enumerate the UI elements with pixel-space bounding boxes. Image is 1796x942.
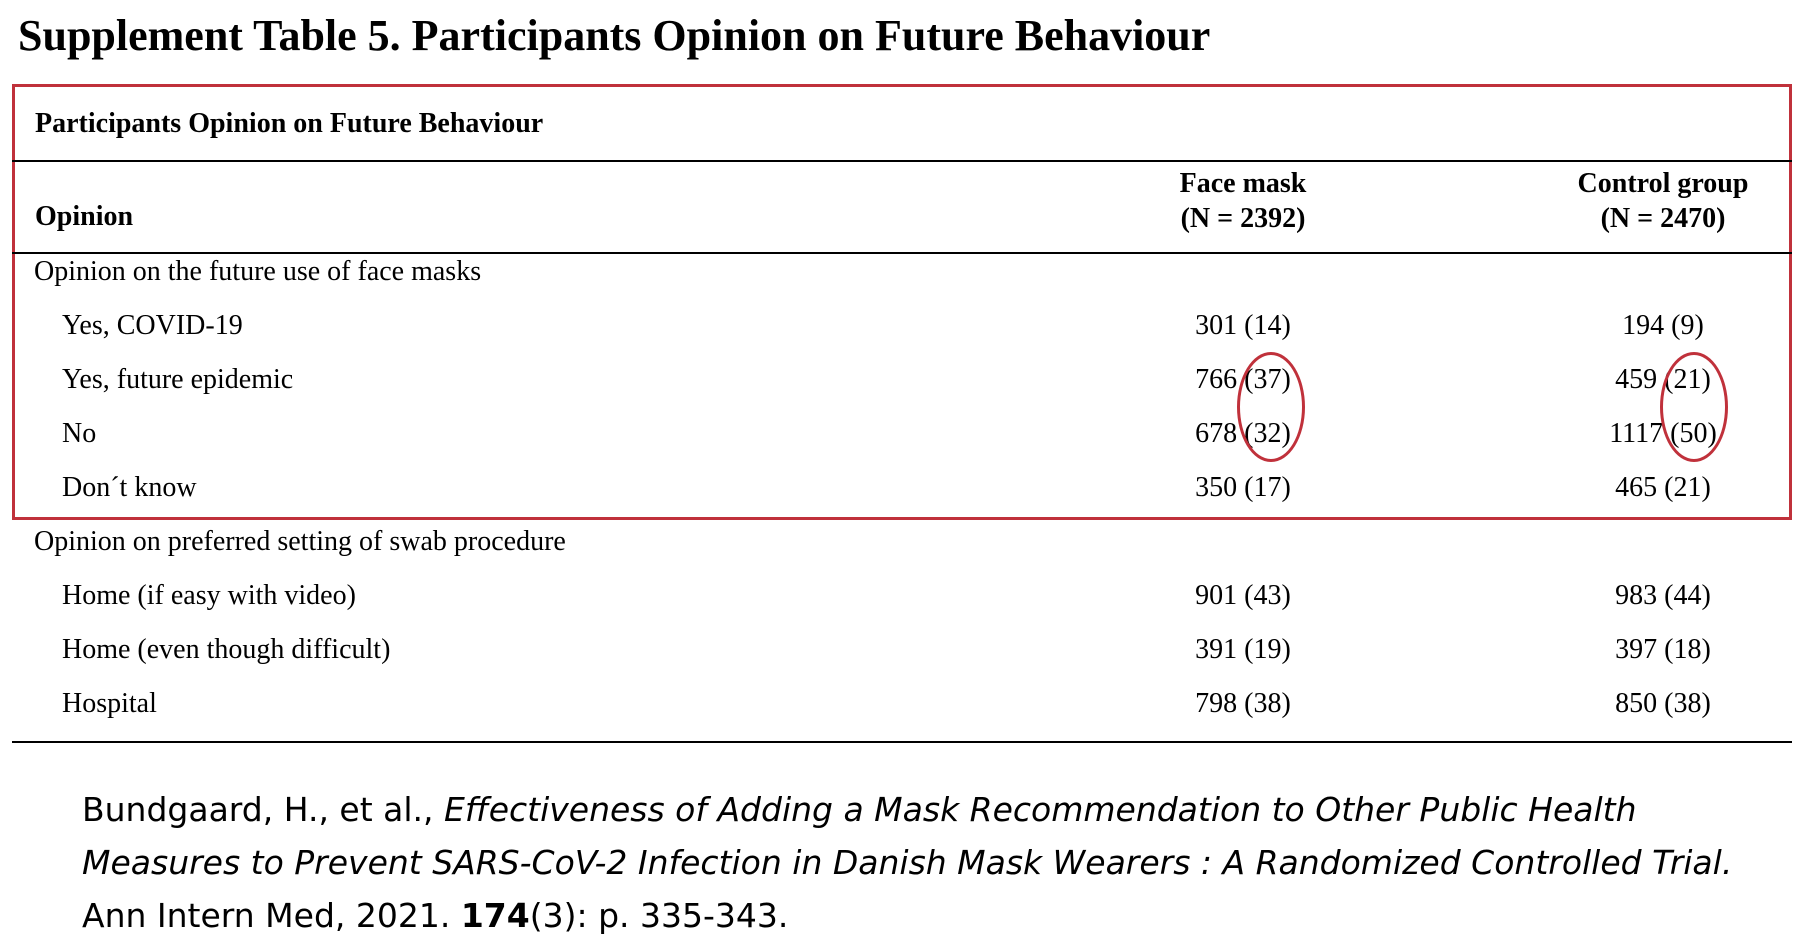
table-bottom-rule [12,741,1792,743]
citation-authors: Bundgaard, H., et al., [82,790,445,829]
row-label: No [62,418,97,449]
row-label: Home (if easy with video) [62,580,356,611]
table-row: Yes, COVID-19 301 (14) 194 (9) [0,310,1796,350]
row-label: Home (even though difficult) [62,634,391,665]
row-label: Yes, future epidemic [62,364,294,395]
table-row: Opinion on preferred setting of swab pro… [0,526,1796,566]
citation-volume: 174 [460,896,530,935]
highlight-box [12,84,1792,520]
column-header-opinion: Opinion [35,201,134,232]
row-label: Yes, COVID-19 [62,310,243,341]
page-title: Supplement Table 5. Participants Opinion… [18,11,1211,60]
control-group-value: 397 (18) [1615,634,1711,665]
citation-journal: Ann Intern Med, 2021. [82,896,461,935]
control-group-value: 465 (21) [1615,472,1711,503]
table-row: Don´t know 350 (17) 465 (21) [0,472,1796,512]
table-row: Yes, future epidemic 766 (37) 459 (21) [0,364,1796,404]
face-mask-value: 798 (38) [1195,688,1291,719]
section-label: Opinion on the future use of face masks [34,256,482,287]
column-name: Control group [1577,168,1749,199]
section-label: Opinion on preferred setting of swab pro… [34,526,566,557]
citation-title: Effectiveness of Adding a Mask Recommend… [82,790,1733,882]
header-divider-top [12,160,1792,162]
face-mask-value: 901 (43) [1195,580,1291,611]
control-group-value: 850 (38) [1615,688,1711,719]
row-label: Hospital [62,688,157,719]
row-label: Don´t know [62,472,197,503]
column-count: (N = 2470) [1600,203,1726,234]
table-row: No 678 (32) 1117 (50) [0,418,1796,458]
column-count: (N = 2392) [1180,203,1306,234]
citation: Bundgaard, H., et al., Effectiveness of … [82,783,1782,942]
citation-pages: (3): p. 335-343. [529,896,789,935]
table-row: Opinion on the future use of face masks [0,256,1796,296]
header-divider-bottom [12,252,1792,254]
table-subtitle: Participants Opinion on Future Behaviour [35,108,544,139]
face-mask-value: 391 (19) [1195,634,1291,665]
control-group-value: 194 (9) [1622,310,1704,341]
control-group-value: 983 (44) [1615,580,1711,611]
face-mask-value: 301 (14) [1195,310,1291,341]
highlight-circle-face-mask [1237,352,1305,462]
column-header-face-mask: Face mask (N = 2392) [1133,166,1353,236]
table-row: Home (if easy with video) 901 (43) 983 (… [0,580,1796,620]
column-name: Face mask [1179,168,1307,199]
table-row: Home (even though difficult) 391 (19) 39… [0,634,1796,674]
column-header-control-group: Control group (N = 2470) [1553,166,1773,236]
table-row: Hospital 798 (38) 850 (38) [0,688,1796,728]
face-mask-value: 350 (17) [1195,472,1291,503]
highlight-circle-control-group [1660,352,1728,462]
